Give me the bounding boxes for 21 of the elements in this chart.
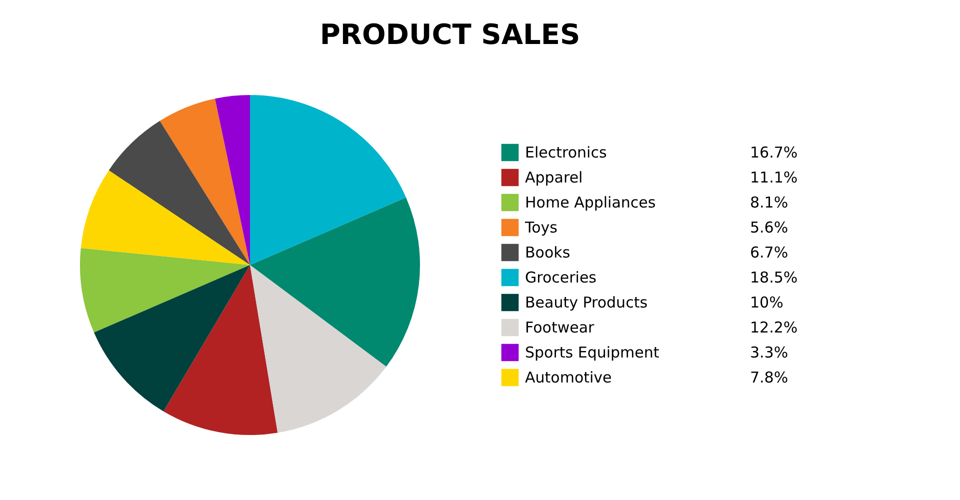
legend-label: Footwear (525, 318, 596, 336)
legend-label: Beauty Products (525, 294, 648, 312)
legend-label: Groceries (525, 268, 597, 286)
data-label: 8.1% (750, 194, 788, 212)
legend-label: Automotive (525, 368, 612, 386)
data-label: 16.7% (750, 144, 798, 162)
legend-label: Apparel (525, 168, 583, 186)
legend-label: Electronics (525, 144, 607, 162)
legend-label: Sports Equipment (525, 344, 660, 362)
data-label: 3.3% (750, 344, 788, 362)
legend-label: Books (525, 244, 570, 262)
chart-title: PRODUCT SALES (320, 18, 580, 51)
data-label: 10% (750, 294, 784, 312)
data-label: 6.7% (750, 244, 788, 262)
legend-label: Home Appliances (525, 194, 656, 212)
data-label: 11.1% (750, 168, 798, 186)
data-label: 5.6% (750, 218, 788, 236)
data-label: 12.2% (750, 318, 798, 336)
data-label: 18.5% (750, 268, 798, 286)
data-label: 7.8% (750, 368, 788, 386)
legend-label: Toys (524, 218, 558, 236)
